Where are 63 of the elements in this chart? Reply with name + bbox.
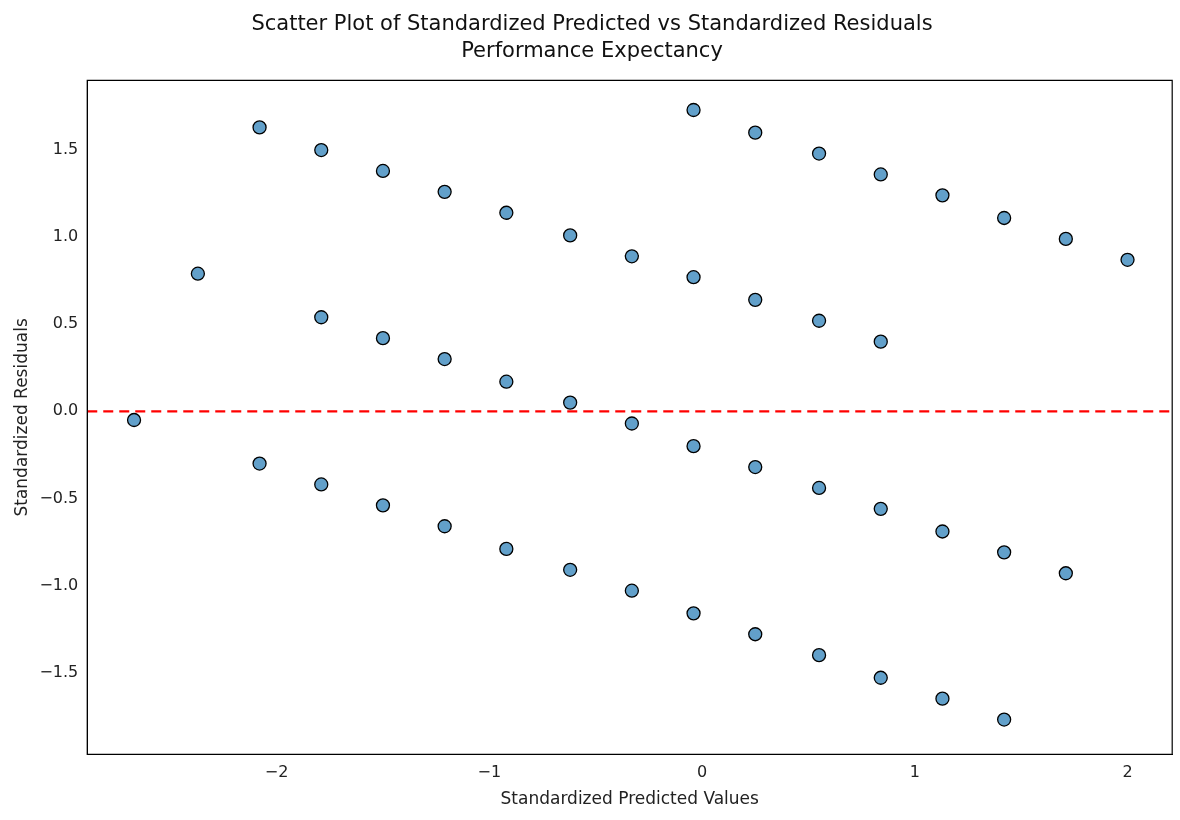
point <box>499 205 514 220</box>
point <box>873 670 888 685</box>
y-axis-title: Standardized Residuals <box>10 318 31 517</box>
point <box>563 562 578 577</box>
y-tick-label: 0.0 <box>52 400 79 420</box>
point <box>686 438 701 454</box>
point <box>748 125 763 140</box>
point <box>996 210 1012 226</box>
point <box>126 412 142 428</box>
point <box>252 456 267 471</box>
x-tick-label: 2 <box>1122 762 1133 782</box>
x-tick-label: 0 <box>696 762 708 782</box>
point <box>873 501 888 516</box>
x-axis-title: Standardized Predicted Values <box>500 788 760 809</box>
point <box>686 102 701 118</box>
y-tick-label: 0.5 <box>52 313 79 333</box>
point <box>314 477 329 492</box>
point <box>748 292 763 307</box>
point <box>996 712 1012 727</box>
point <box>1120 252 1135 267</box>
chart-subtitle: Performance Expectancy <box>461 38 723 63</box>
chart-title: Scatter Plot of Standardized Predicted vs Standardized Residuals <box>251 11 933 36</box>
y-tick-label: −1.5 <box>39 661 79 681</box>
point <box>375 498 391 513</box>
point <box>563 395 578 410</box>
point <box>375 331 391 346</box>
point <box>437 351 452 367</box>
point <box>811 313 827 328</box>
y-tick-label: 1.0 <box>52 226 79 246</box>
point <box>624 583 639 598</box>
point <box>811 146 827 161</box>
y-tick-label: 1.5 <box>52 139 79 159</box>
point <box>314 310 329 325</box>
point <box>499 541 514 557</box>
x-tick-label: −1 <box>477 762 502 782</box>
point <box>748 627 763 642</box>
y-tick-label: −1.0 <box>39 574 79 594</box>
point <box>563 228 578 243</box>
point <box>935 188 950 203</box>
x-tick-label: 1 <box>909 762 920 782</box>
point <box>375 163 391 179</box>
point <box>686 606 701 621</box>
point <box>499 374 514 389</box>
y-tick-label: −0.5 <box>39 487 79 507</box>
point <box>437 519 452 534</box>
point <box>873 334 888 349</box>
point <box>811 480 827 496</box>
point <box>624 416 639 431</box>
x-tick-label: −2 <box>264 762 289 782</box>
point <box>1058 231 1073 247</box>
point <box>873 167 888 182</box>
point <box>624 249 639 264</box>
point <box>437 184 452 200</box>
point <box>686 270 701 285</box>
point <box>1058 566 1073 581</box>
point <box>252 120 267 135</box>
point <box>935 524 950 539</box>
point <box>935 691 950 706</box>
point <box>811 647 827 663</box>
point <box>314 142 329 158</box>
point <box>190 266 206 281</box>
point <box>996 545 1012 560</box>
point <box>748 459 763 475</box>
